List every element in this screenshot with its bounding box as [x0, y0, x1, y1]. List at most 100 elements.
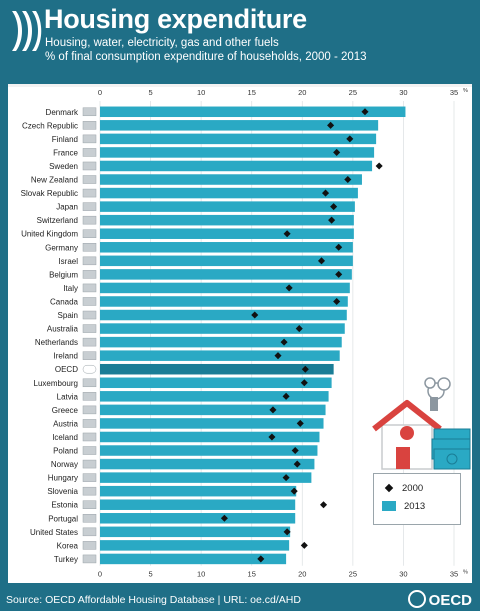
marker-2000 — [280, 338, 288, 346]
flag-icon — [82, 243, 97, 252]
country-label: Austria — [53, 419, 78, 428]
bar-2013 — [100, 472, 312, 483]
x-tick-label: 10 — [197, 88, 205, 97]
bar-2013 — [100, 540, 290, 551]
marker-2000 — [293, 460, 301, 468]
marker-2000 — [257, 555, 265, 563]
bar-2013 — [100, 282, 350, 294]
bar-2013 — [100, 323, 345, 334]
flag-icon — [82, 148, 97, 157]
flag-icon — [82, 432, 97, 442]
country-label: Denmark — [46, 108, 79, 117]
bar-2013 — [100, 553, 287, 565]
bar-2013 — [100, 418, 324, 429]
flag-icon — [82, 297, 97, 306]
flag-icon — [82, 256, 97, 266]
bar-2013 — [100, 513, 296, 524]
country-label: Belgium — [49, 270, 78, 279]
bar-chart: 0 5 10 15 20 25 30 35 % 0 5 10 15 20 25 30 35 % Denmark Cze… — [21, 88, 468, 579]
bar-2013 — [100, 296, 348, 307]
flag-icon — [82, 554, 97, 564]
country-label: France — [53, 148, 78, 157]
bar-2013 — [100, 160, 373, 172]
marker-2000 — [295, 325, 303, 333]
country-label: United States — [30, 528, 78, 537]
country-label: Italy — [63, 284, 78, 293]
country-label: Finland — [52, 135, 78, 144]
bar-2013 — [100, 309, 347, 321]
x-tick-label: 30 — [399, 570, 407, 579]
marker-2000 — [335, 270, 343, 278]
bar-2013 — [100, 431, 320, 443]
country-label: Poland — [53, 447, 78, 456]
country-label: Japan — [56, 203, 78, 212]
country-label: New Zealand — [31, 176, 78, 185]
bar-swatch-icon — [382, 501, 396, 511]
flag-icon — [82, 446, 97, 455]
marker-2000 — [290, 487, 298, 495]
country-label: Norway — [51, 460, 78, 469]
country-label: Germany — [45, 243, 78, 252]
x-tick-label: 35 — [450, 88, 458, 97]
flag-icon — [82, 378, 97, 388]
bar-2013 — [100, 336, 342, 348]
bar-2013 — [100, 526, 291, 538]
country-label: Spain — [58, 311, 78, 320]
globe-icon — [407, 590, 426, 608]
country-label: Czech Republic — [22, 121, 78, 130]
marker-2000 — [291, 446, 299, 455]
legend-label-2000: 2000 — [402, 482, 424, 494]
flag-icon — [82, 175, 97, 184]
chart-subtitle: Housing, water, electricity, gas and oth… — [45, 36, 367, 64]
bar-2013 — [100, 106, 406, 118]
marker-2000 — [375, 162, 383, 170]
country-label: Sweden — [49, 162, 78, 171]
country-label: Australia — [47, 325, 79, 334]
bar-2013 — [100, 187, 358, 199]
chart-legend: 2000 2013 — [373, 473, 461, 525]
legend-item-2013: 2013 — [382, 497, 460, 515]
flag-icon — [82, 161, 97, 171]
marker-2000 — [300, 379, 308, 387]
flag-icon — [82, 364, 97, 374]
flag-icon — [82, 527, 97, 537]
country-label: Korea — [57, 541, 79, 550]
bar-2013 — [100, 445, 318, 456]
bar-2013 — [100, 242, 353, 253]
flag-icon — [82, 188, 97, 198]
source-note: Source: OECD Affordable Housing Database… — [6, 594, 301, 606]
flag-icon — [82, 459, 97, 469]
marker-2000 — [282, 392, 290, 400]
x-tick-label: 5 — [148, 88, 152, 97]
country-label: United Kingdom — [21, 230, 78, 239]
flag-icon — [82, 324, 97, 333]
country-label: Netherlands — [35, 338, 78, 347]
x-tick-label: 0 — [98, 88, 102, 97]
x-tick-label: 20 — [298, 570, 306, 579]
flag-icon — [82, 500, 97, 509]
x-unit-label: % — [463, 88, 468, 94]
marker-2000 — [344, 175, 352, 184]
country-label: Latvia — [57, 392, 79, 401]
marker-2000 — [319, 501, 328, 509]
flag-icon — [82, 107, 97, 117]
x-tick-label: 25 — [349, 570, 357, 579]
bar-2013 — [100, 377, 332, 389]
marker-2000 — [330, 203, 338, 211]
marker-2000 — [322, 189, 330, 197]
diamond-marker-icon — [384, 483, 394, 493]
flag-icon — [82, 405, 97, 415]
x-tick-label: 10 — [197, 570, 205, 579]
x-tick-label: 35 — [450, 570, 458, 579]
bar-2013 — [100, 363, 334, 375]
flag-icon — [82, 310, 97, 320]
country-label: Iceland — [52, 433, 78, 442]
country-label: Greece — [52, 406, 79, 415]
marker-2000 — [283, 528, 291, 536]
x-tick-label: 30 — [399, 88, 407, 97]
marker-2000 — [269, 406, 277, 414]
chart-title: Housing expenditure — [44, 4, 307, 34]
marker-2000 — [327, 121, 335, 129]
country-label: Switzerland — [37, 216, 78, 225]
marker-2000 — [335, 243, 343, 251]
